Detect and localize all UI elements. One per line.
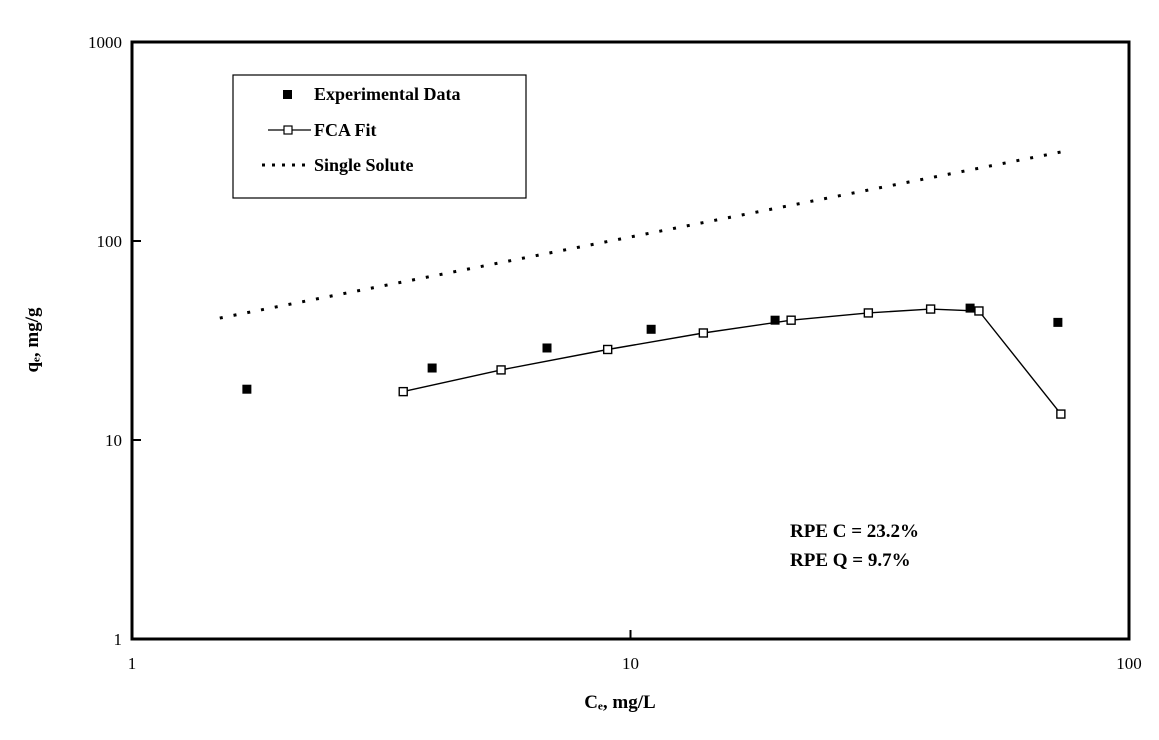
experimental-data-point — [770, 315, 780, 325]
x-tick-label: 10 — [622, 654, 639, 673]
fca-fit-point — [925, 304, 936, 314]
fca-fit-point — [786, 315, 796, 325]
y-tick-label: 10 — [105, 431, 122, 450]
legend-marker-experimental — [283, 90, 292, 99]
x-tick-label: 1 — [128, 654, 137, 673]
legend-label-experimental: Experimental Data — [314, 84, 460, 104]
legend-label-single: Single Solute — [314, 155, 414, 175]
legend-label-fca: FCA Fit — [314, 120, 377, 140]
y-axis-title: qₑ, mg/g — [22, 307, 43, 373]
fca-fit-point — [698, 328, 709, 338]
fca-fit-point — [398, 386, 408, 397]
experimental-data-point — [965, 303, 975, 313]
annotation-rpe-q: RPE Q = 9.7% — [790, 550, 911, 571]
experimental-data-point — [646, 324, 656, 334]
y-tick-label: 1000 — [88, 33, 122, 52]
series-line-single-solute — [219, 150, 1062, 320]
ticks — [131, 41, 1130, 640]
legend-marker-fca — [283, 125, 293, 135]
experimental-data-point — [1053, 317, 1063, 327]
y-tick-label: 1 — [114, 630, 123, 649]
annotation-rpe-c: RPE C = 23.2% — [790, 521, 919, 542]
tick-labels: 1 10 100 1 10 100 1000 — [88, 33, 1142, 673]
experimental-data-point — [242, 384, 252, 394]
fca-fit-point — [974, 306, 984, 316]
fca-fit-point — [863, 308, 874, 318]
legend: Experimental Data FCA Fit Single Solute — [232, 74, 527, 199]
series-line-fca-fit — [403, 308, 1062, 415]
fca-fit-point — [496, 365, 506, 375]
x-tick-label: 100 — [1116, 654, 1142, 673]
legend-box — [232, 74, 527, 199]
experimental-data-point — [427, 363, 437, 373]
fca-fit-point — [1056, 409, 1066, 419]
experimental-data-point — [542, 343, 552, 353]
y-tick-label: 100 — [97, 232, 123, 251]
series-layer — [219, 150, 1066, 419]
x-axis-title: Cₑ, mg/L — [584, 692, 655, 713]
fca-fit-point — [602, 344, 613, 355]
